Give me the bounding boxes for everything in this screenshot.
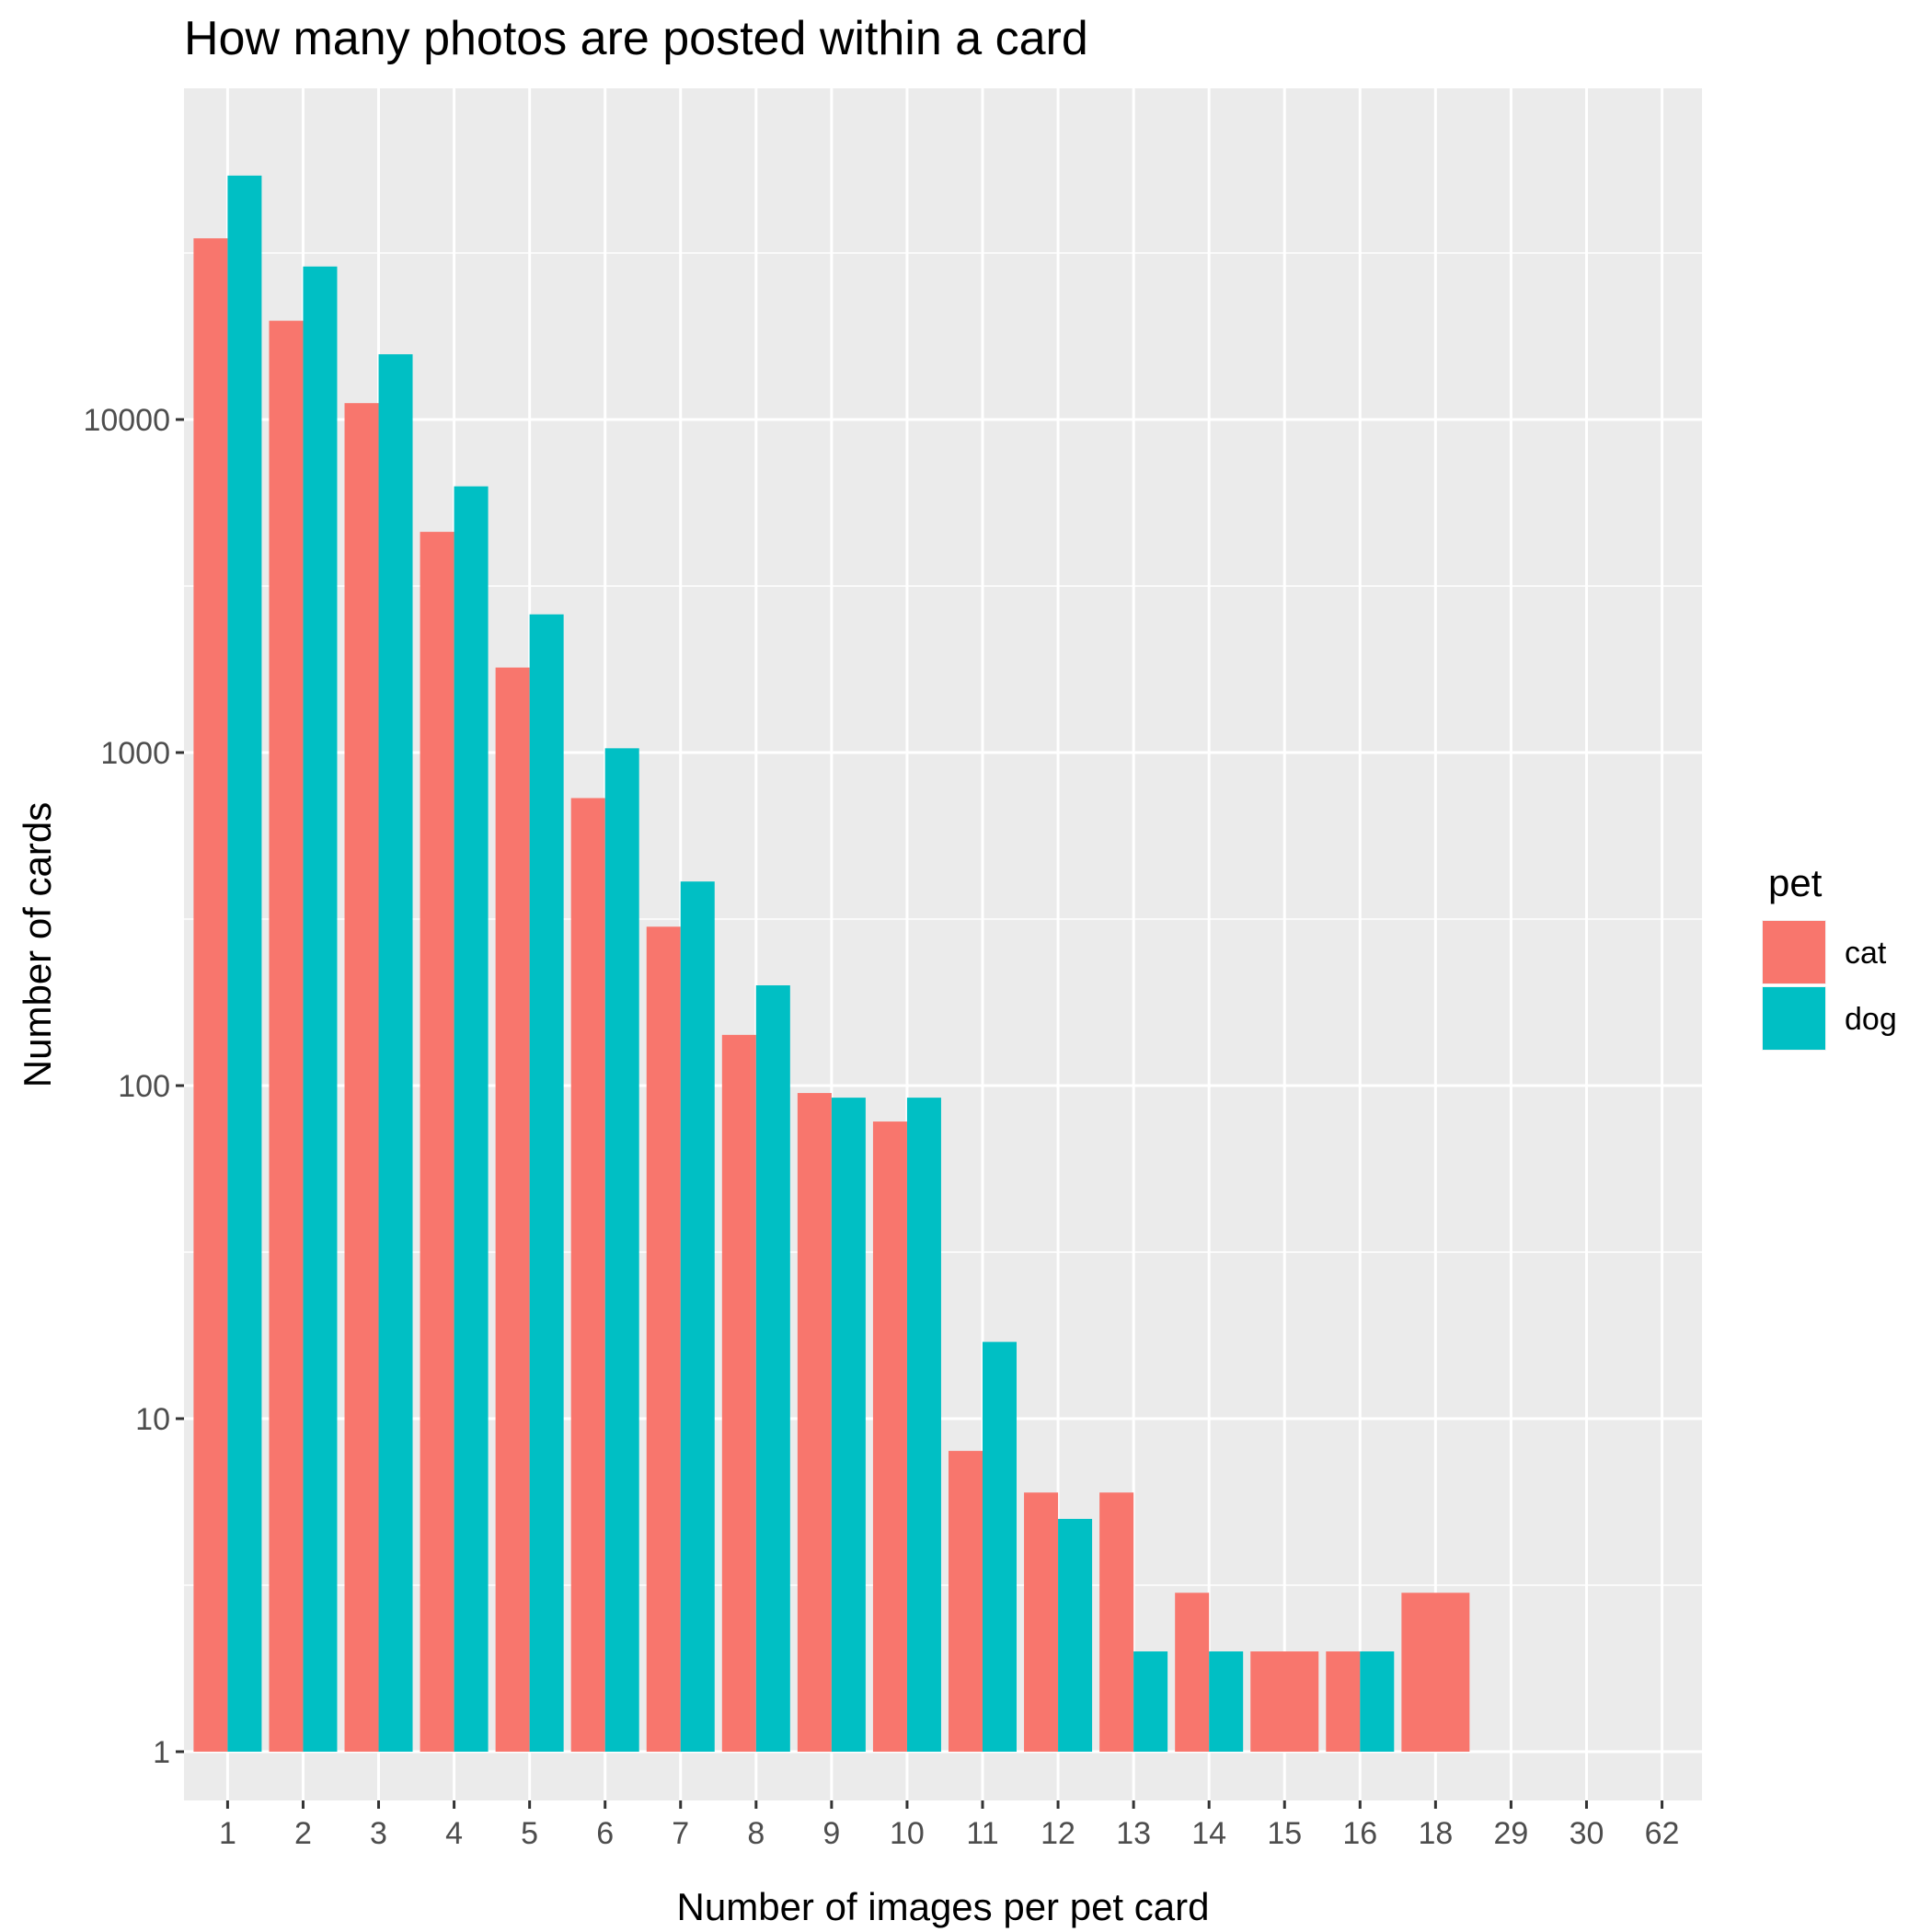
x-tick-label: 5 — [521, 1816, 538, 1851]
x-tick-label: 15 — [1267, 1816, 1302, 1851]
legend-label-cat: cat — [1845, 936, 1887, 971]
y-tick-label: 10000 — [83, 403, 170, 438]
legend: pet cat dog — [1762, 861, 1897, 1051]
bar-dog — [755, 985, 790, 1752]
x-tick-label: 18 — [1418, 1816, 1453, 1851]
x-axis-title: Number of images per pet card — [677, 1885, 1210, 1928]
bar-cat — [872, 1121, 907, 1752]
bars — [193, 175, 1470, 1753]
x-tick-label: 7 — [672, 1816, 689, 1851]
x-tick-label: 9 — [822, 1816, 840, 1851]
bar-cat — [420, 532, 454, 1752]
y-axis: 1 10 100 1000 10000 — [83, 403, 184, 1770]
bar-cat — [269, 320, 304, 1753]
bar-dog — [680, 881, 715, 1752]
bar-dog — [227, 175, 262, 1753]
x-tick-label: 1 — [219, 1816, 236, 1851]
bar-cat — [949, 1451, 983, 1752]
legend-label-dog: dog — [1845, 1002, 1897, 1037]
x-tick-label: 10 — [890, 1816, 925, 1851]
bar-dog — [604, 748, 639, 1752]
bar-cat — [1175, 1593, 1210, 1752]
x-tick-label: 29 — [1494, 1816, 1529, 1851]
bar-cat — [1250, 1651, 1319, 1752]
x-tick-label: 12 — [1041, 1816, 1075, 1851]
x-tick-label: 8 — [747, 1816, 765, 1851]
x-axis: 1 2 3 4 5 6 7 8 9 10 11 12 13 14 15 16 18 29 30 62 — [219, 1800, 1680, 1851]
bar-dog — [303, 266, 338, 1752]
y-tick-label: 10 — [135, 1402, 170, 1437]
legend-key-cat — [1763, 921, 1825, 983]
chart-title: How many photos are posted within a card — [184, 12, 1088, 65]
bar-cat — [646, 926, 681, 1752]
bar-cat — [344, 403, 379, 1752]
y-axis-title: Number of cards — [16, 802, 59, 1087]
bar-cat — [721, 1034, 756, 1752]
y-tick-label: 100 — [118, 1069, 170, 1104]
bar-dog — [906, 1098, 941, 1752]
bar-dog — [454, 486, 489, 1753]
legend-title: pet — [1768, 861, 1823, 904]
bar-dog — [1058, 1518, 1093, 1752]
bar-dog — [831, 1098, 866, 1752]
x-tick-label: 30 — [1570, 1816, 1604, 1851]
x-tick-label: 11 — [966, 1816, 998, 1851]
bar-cat — [1024, 1492, 1059, 1752]
bar-dog — [378, 354, 413, 1752]
x-tick-label: 13 — [1116, 1816, 1151, 1851]
y-tick-label: 1 — [153, 1735, 170, 1770]
bar-cat — [1401, 1593, 1470, 1752]
legend-key-dog — [1763, 987, 1825, 1050]
x-tick-label: 14 — [1191, 1816, 1226, 1851]
bar-cat — [495, 667, 530, 1753]
x-tick-label: 62 — [1645, 1816, 1680, 1851]
bar-dog — [529, 614, 564, 1752]
bar-dog — [1209, 1651, 1244, 1752]
bar-cat — [1099, 1492, 1134, 1752]
bar-dog — [1360, 1651, 1395, 1752]
bar-cat — [797, 1093, 832, 1752]
x-tick-label: 3 — [370, 1816, 387, 1851]
bar-cat — [193, 238, 228, 1752]
bar-cat — [570, 798, 605, 1753]
bar-cat — [1326, 1651, 1361, 1752]
x-tick-label: 16 — [1342, 1816, 1377, 1851]
x-tick-label: 6 — [596, 1816, 614, 1851]
bar-dog — [983, 1341, 1017, 1752]
x-tick-label: 4 — [445, 1816, 463, 1851]
x-tick-label: 2 — [294, 1816, 312, 1851]
bar-dog — [1133, 1651, 1168, 1752]
y-tick-label: 1000 — [100, 736, 170, 771]
